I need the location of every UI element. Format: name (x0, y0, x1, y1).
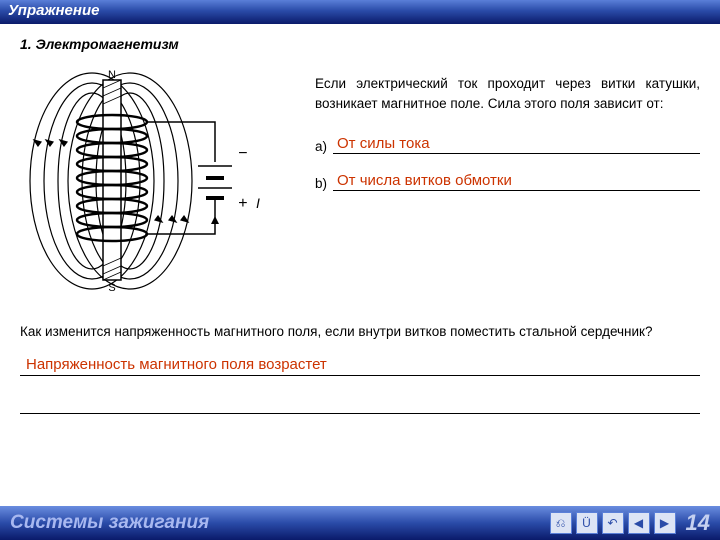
current-label: I (256, 195, 260, 211)
text-column: Если электрический ток проходит через ви… (315, 66, 700, 301)
answer-b-value: От числа витков обмотки (333, 172, 700, 191)
answer-a-value: От силы тока (333, 135, 700, 154)
section-heading: 1. Электромагнетизм (20, 36, 700, 52)
question-2: Как изменится напряженность магнитного п… (20, 323, 700, 342)
answer-a-row: a) От силы тока (315, 135, 700, 154)
pole-n-label: N (108, 69, 116, 81)
pole-s-label: S (108, 282, 115, 294)
answer-b-label: b) (315, 176, 327, 191)
nav-controls: ⎌ Ü ↶ ◀ ▶ (550, 512, 676, 534)
intro-text: Если электрический ток проходит через ви… (315, 74, 700, 113)
nav-undo-icon[interactable]: ⎌ (550, 512, 572, 534)
nav-prev-icon[interactable]: ◀ (628, 512, 650, 534)
battery-minus-label: − (238, 145, 247, 162)
nav-u-icon[interactable]: Ü (576, 512, 598, 534)
content-area: 1. Электромагнетизм (0, 24, 720, 414)
question-2-answer: Напряженность магнитного поля возрастет (20, 356, 700, 376)
electromagnet-diagram: N S (20, 66, 295, 301)
footer-bar: Системы зажигания ⎌ Ü ↶ ◀ ▶ 14 (0, 506, 720, 540)
answer-b-row: b) От числа витков обмотки (315, 172, 700, 191)
blank-line (20, 396, 700, 414)
row-diagram-text: N S (20, 66, 700, 301)
title-bar: Упражнение (0, 0, 720, 24)
page-number: 14 (686, 510, 710, 536)
footer-title: Системы зажигания (10, 512, 550, 534)
nav-next-icon[interactable]: ▶ (654, 512, 676, 534)
answer-a-label: a) (315, 139, 327, 154)
nav-back-icon[interactable]: ↶ (602, 512, 624, 534)
battery-plus-label: + (238, 195, 247, 212)
